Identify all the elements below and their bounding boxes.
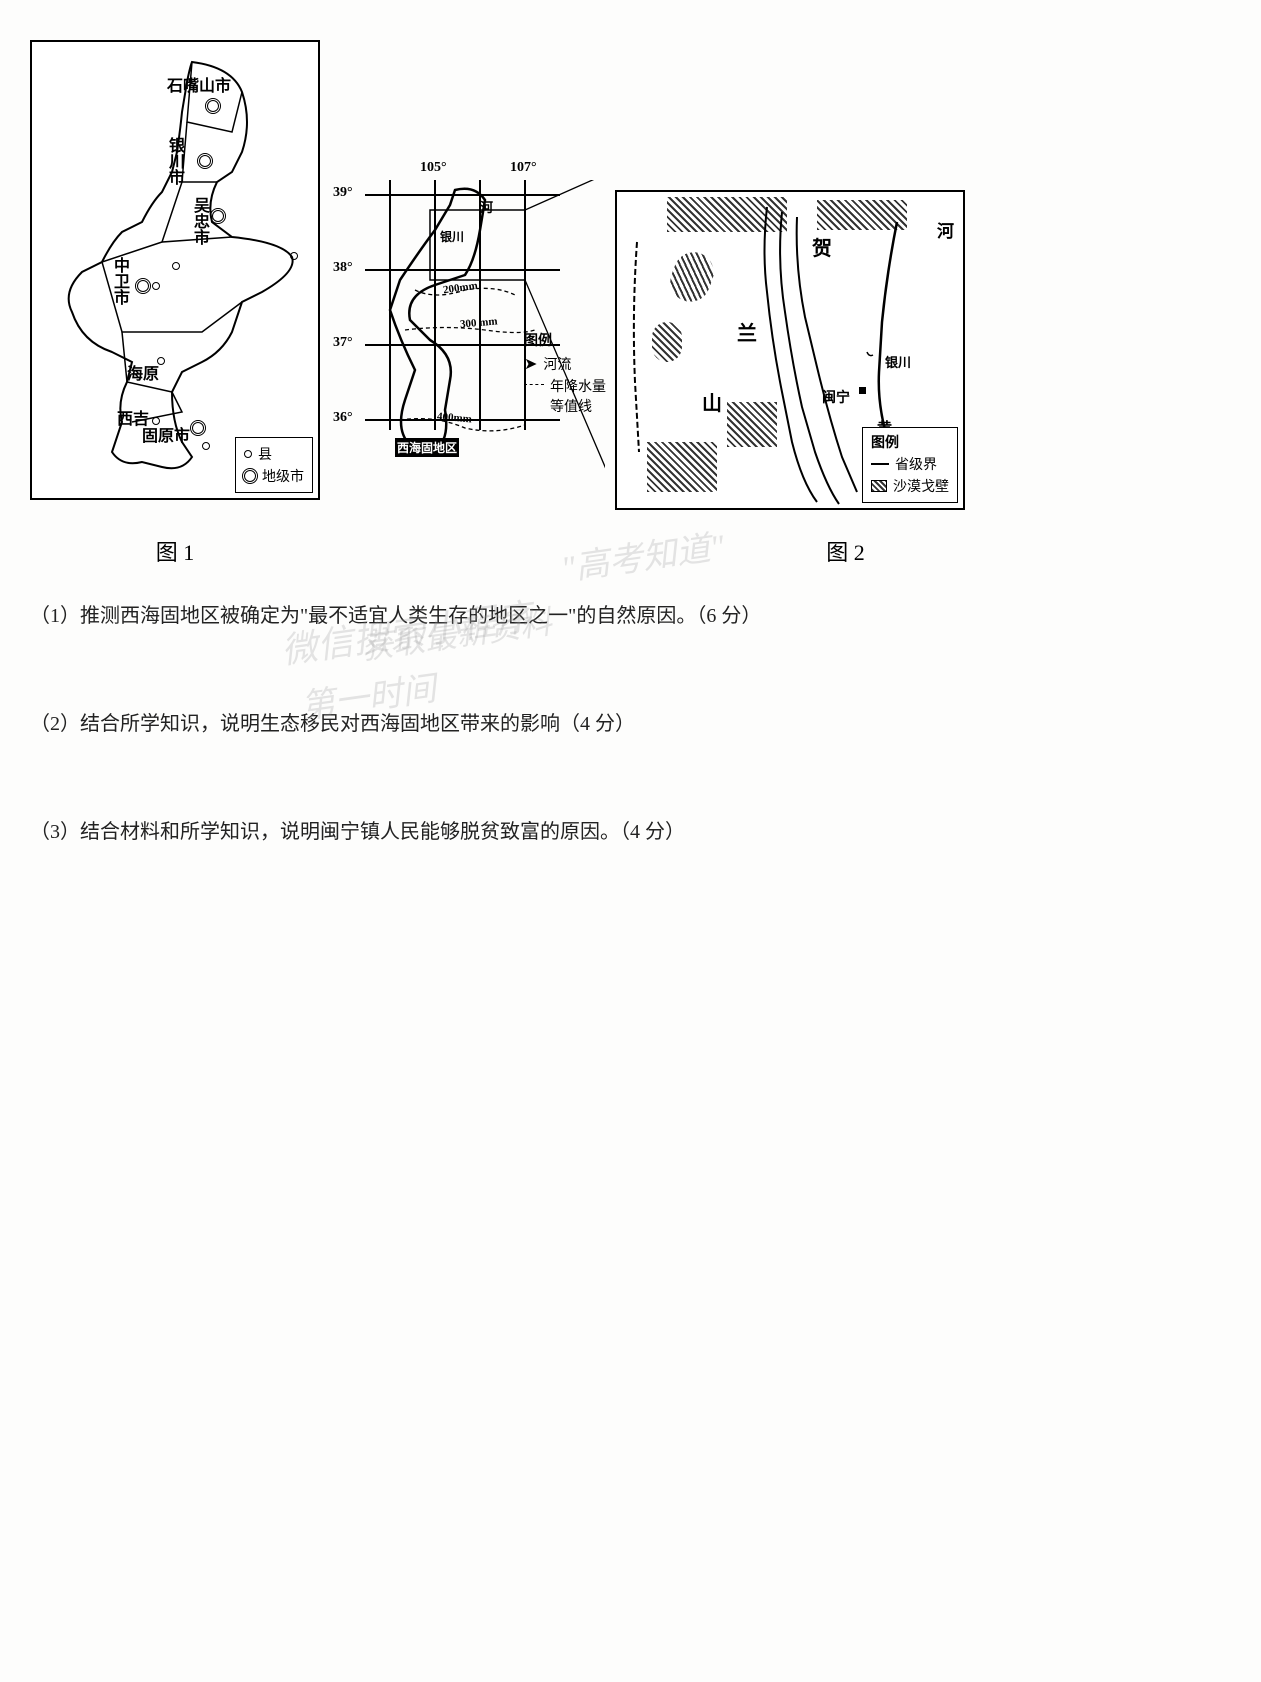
map1-legend: 县 地级市	[235, 437, 313, 493]
lon105-label: 105°	[420, 160, 447, 176]
label-shan: 山	[702, 387, 722, 416]
city-yinchuan-dot	[199, 152, 211, 170]
label-xihaigu: 西海固地区	[395, 438, 459, 457]
city-wuzhong-dot	[212, 207, 224, 225]
question-2: （2）结合所学知识，说明生态移民对西海固地区带来的影响（4 分）	[30, 705, 1231, 743]
dot-extra2	[172, 257, 180, 275]
caption-row: 图 1 图 2	[30, 520, 1231, 567]
label-minning: 闽宁	[822, 387, 850, 407]
map2a: 105° 107° 39° 38° 37° 36°	[335, 180, 605, 480]
legend-desert: 沙漠戈壁	[871, 476, 949, 496]
label-he2b: 河	[937, 217, 954, 242]
label-yinchuan2b: 银川	[885, 352, 911, 371]
label-yinchuan2a: 银川	[440, 228, 464, 245]
label-he2a: 河	[480, 197, 493, 216]
city-yinchuan: 银川市	[162, 137, 186, 217]
caption-map2: 图 2	[460, 535, 1231, 567]
city-haiyuan-dot	[157, 352, 165, 370]
map2-group: 105° 107° 39° 38° 37° 36°	[335, 40, 965, 510]
city-shizuishan-dot	[207, 97, 219, 115]
legend2a-title: 图例	[524, 330, 610, 350]
label-lan: 兰	[737, 317, 757, 346]
map2b-legend: 图例 省级界 沙漠戈壁	[862, 427, 958, 503]
maps-container: 石嘴山市 银川市 吴忠市 中卫市 海原 西吉 固原市 县 地级市	[30, 40, 1231, 510]
city-shizuishan: 石嘴山市	[167, 72, 231, 96]
city-guyuan-dot	[192, 419, 204, 437]
legend2b-title: 图例	[871, 432, 949, 452]
map2b: 贺 兰 山 闽宁 银川 黄 河 图例 省级界 沙漠戈壁	[615, 190, 965, 510]
legend-prefecture: 地级市	[244, 466, 304, 486]
legend-isohyet: 年降水量等值线	[524, 376, 610, 416]
label-he-top: 贺	[812, 232, 832, 261]
minning-dot	[859, 387, 866, 394]
dot-extra1	[152, 277, 160, 295]
city-zhongwei: 中卫市	[107, 257, 131, 337]
city-guyuan: 固原市	[142, 422, 190, 446]
question-3: （3）结合材料和所学知识，说明闽宁镇人民能够脱贫致富的原因。（4 分）	[30, 813, 1231, 851]
question-1: （1）推测西海固地区被确定为"最不适宜人类生存的地区之一"的自然原因。（6 分）	[30, 597, 1231, 635]
map2a-legend: 图例 ➤河流 年降水量等值线	[524, 330, 610, 418]
legend-river: ➤河流	[524, 354, 610, 374]
map1-wrapper: 石嘴山市 银川市 吴忠市 中卫市 海原 西吉 固原市 县 地级市	[30, 40, 320, 500]
caption-map1: 图 1	[30, 535, 320, 567]
dot-extra3	[290, 247, 298, 265]
city-wuzhong: 吴忠市	[187, 197, 211, 277]
dot-extra4	[202, 437, 210, 455]
map1: 石嘴山市 银川市 吴忠市 中卫市 海原 西吉 固原市 县 地级市	[30, 40, 320, 500]
lon107-label: 107°	[510, 160, 537, 176]
city-zhongwei-dot	[137, 277, 149, 295]
legend-province: 省级界	[871, 454, 949, 474]
legend-county: 县	[244, 444, 304, 464]
city-haiyuan: 海原	[127, 360, 159, 384]
